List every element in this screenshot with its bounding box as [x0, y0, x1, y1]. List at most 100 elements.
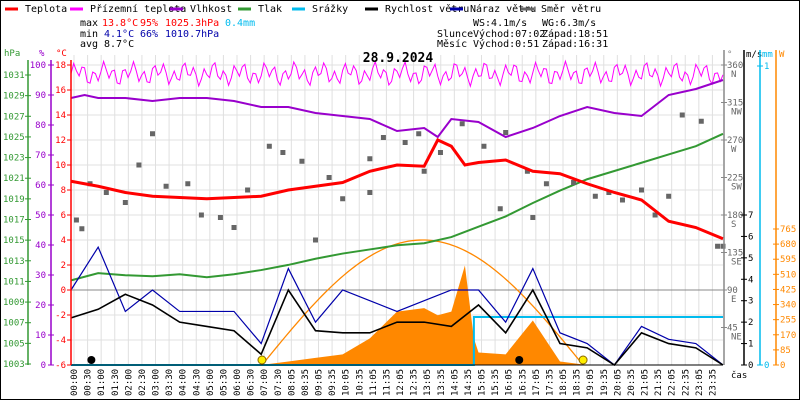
humidity-tick-label: 10 — [35, 331, 46, 341]
humidity-tick-label: 40 — [35, 241, 46, 251]
x-tick-label: 12:35 — [410, 369, 420, 396]
x-tick-label: 22:35 — [681, 369, 691, 396]
axes: 00:00 00:30 01:00 01:30 02:00 02:30 03:00 03:30… — [3, 49, 796, 396]
wind-direction-point — [698, 118, 704, 124]
humidity-unit: % — [39, 49, 45, 59]
temperature-tick-label: 2 — [61, 261, 66, 271]
legend: Teplota Přízemní teplota Vlhkost Tlak Srážky… — [5, 3, 601, 15]
wind-tick-label: 1 — [748, 340, 753, 350]
temperature-tick-label: -2 — [55, 311, 66, 321]
x-tick-label: 11:05 — [369, 369, 379, 396]
wind-direction-point — [639, 187, 644, 193]
wind-direction-point — [313, 237, 318, 243]
temperature-tick-label: -4 — [55, 336, 66, 346]
wind-direction-point — [326, 175, 332, 180]
x-tick-label: 01:30 — [111, 369, 121, 396]
solar-unit: W — [779, 50, 785, 60]
wind-direction-point — [720, 243, 726, 249]
x-tick-label: 23:05 — [695, 369, 705, 396]
stat-wg: WG:6.3m/s — [542, 18, 596, 29]
legend-label: Rychlost větru — [385, 3, 469, 15]
wind-direction-point — [402, 140, 408, 145]
wind-direction-point — [73, 217, 79, 223]
wind-direction-point — [231, 225, 237, 230]
solar-tick-label: 85 — [780, 346, 791, 356]
stat-ws: WS:4.1m/s — [473, 18, 527, 29]
wind-direction-point — [437, 150, 443, 155]
x-tick-label: 09:35 — [328, 369, 338, 396]
wind-direction-point — [606, 190, 612, 195]
x-axis-label: čas — [731, 370, 747, 381]
direction-tick-dir: S — [731, 220, 736, 230]
legend-label: Tlak — [258, 4, 282, 15]
humidity-tick-label: 50 — [35, 211, 46, 221]
humidity-tick-label: 0 — [41, 361, 46, 371]
legend-label: Směr větru — [541, 3, 601, 15]
solar-tick-label: 340 — [780, 301, 796, 311]
x-tick-label: 09:05 — [315, 369, 325, 396]
legend-label: Vlhkost — [190, 4, 232, 15]
x-tick-label: 18:05 — [559, 369, 569, 396]
moonset-marker — [515, 356, 524, 364]
wind-direction-point — [340, 196, 346, 202]
pressure-tick-label: 1013 — [3, 257, 25, 267]
solar-tick-label: 680 — [780, 240, 796, 250]
humidity-tick-label: 60 — [35, 181, 46, 191]
wind-direction-point — [503, 130, 509, 135]
direction-tick-label: 270 — [727, 136, 743, 146]
stat-max-temp: 13.8°C — [102, 18, 138, 29]
direction-unit: ° — [727, 50, 732, 60]
temperature-tick-label: 0 — [61, 286, 66, 296]
humidity-tick-label: 90 — [35, 91, 46, 101]
humidity-tick-label: 70 — [35, 151, 46, 161]
grid — [71, 55, 723, 366]
wind-direction-point — [619, 197, 625, 203]
direction-tick-dir: N — [731, 70, 736, 80]
stat-min-press: 1010.7hPa — [165, 29, 219, 40]
pressure-tick-label: 1031 — [3, 71, 25, 81]
wind-tick-label: 3 — [748, 297, 753, 307]
wind-direction-point — [715, 243, 721, 249]
direction-tick-label: 180 — [727, 211, 743, 221]
wind-direction-point — [122, 200, 128, 205]
solar-tick-label: 170 — [780, 331, 796, 341]
stat-moon-rise: Východ:0:51 — [473, 38, 539, 50]
x-tick-label: 08:35 — [301, 369, 311, 396]
wind-direction-point — [217, 215, 223, 220]
x-tick-label: 15:05 — [478, 369, 488, 396]
wind-direction-point — [280, 150, 286, 155]
temperature-tick-label: 16 — [55, 86, 66, 96]
rain-unit: mm — [762, 50, 773, 60]
x-tick-label: 17:35 — [545, 369, 555, 396]
x-tick-label: 13:05 — [423, 369, 433, 396]
pressure-unit: hPa — [4, 49, 20, 59]
x-tick-label: 05:30 — [219, 369, 229, 396]
wind-direction-point — [367, 190, 373, 195]
x-tick-label: 02:00 — [124, 369, 134, 396]
legend-label: Srážky — [312, 3, 348, 15]
wind-direction-point — [136, 162, 142, 168]
series-temperature — [70, 138, 724, 241]
pressure-tick-label: 1027 — [3, 112, 25, 122]
solar-tick-label: 255 — [780, 316, 796, 326]
wind-direction-point — [367, 156, 373, 162]
rain-tick-label: 0 — [764, 361, 769, 371]
temperature-tick-label: -6 — [55, 361, 66, 371]
stat-sun-label: Slunce — [437, 29, 473, 40]
solar-tick-label: 425 — [780, 285, 796, 295]
wind-direction-point — [497, 206, 503, 212]
wind-tick-label: 2 — [748, 318, 753, 328]
temperature-tick-label: 8 — [61, 186, 66, 196]
wind-direction-point — [459, 121, 465, 127]
x-tick-label: 19:05 — [586, 369, 596, 396]
sunrise-marker — [257, 355, 267, 365]
stat-min-temp: 4.1°C — [104, 29, 134, 40]
x-tick-label: 20:05 — [613, 369, 623, 396]
series-humidity — [70, 79, 724, 139]
temperature-tick-label: 14 — [55, 111, 66, 121]
stat-avg-temp: 8.7°C — [104, 39, 134, 50]
solar-tick-label: 0 — [780, 361, 785, 371]
pressure-tick-label: 1019 — [3, 195, 25, 205]
x-tick-label: 01:00 — [97, 369, 107, 396]
